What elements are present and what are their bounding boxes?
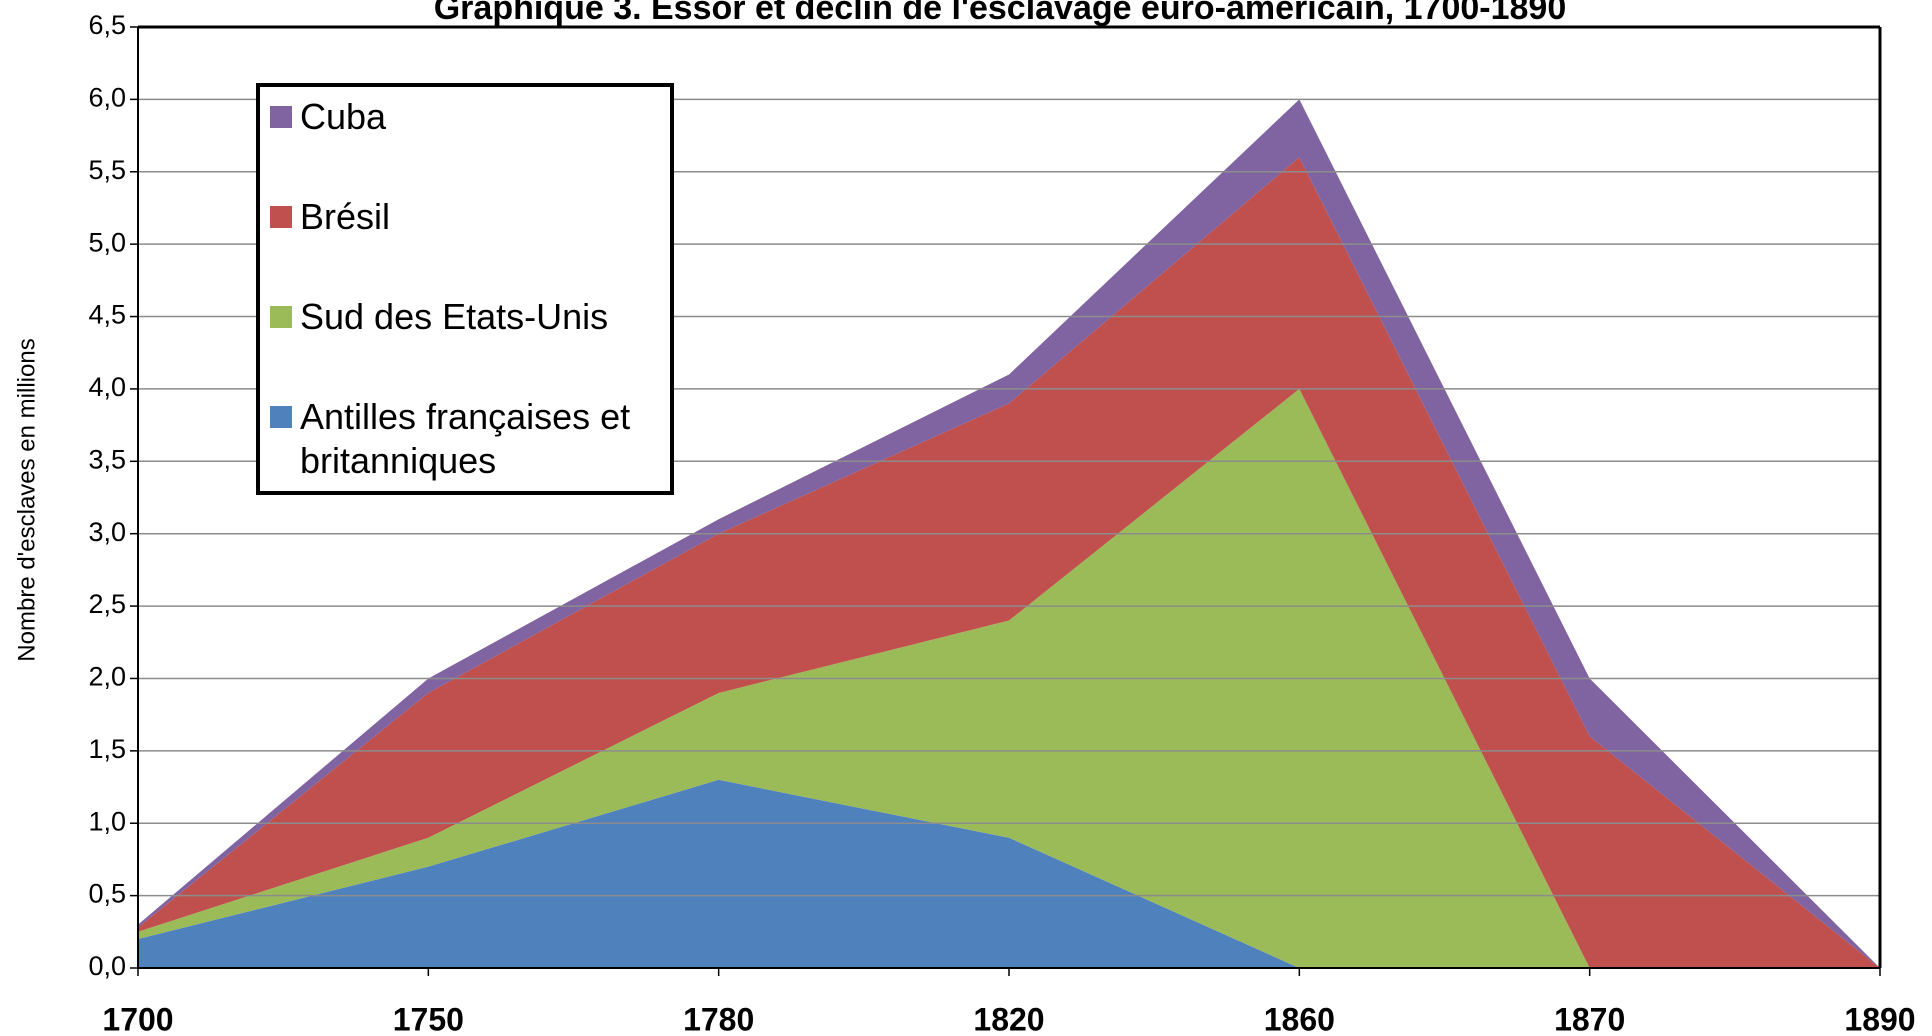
legend-entry: Brésil	[270, 195, 660, 239]
y-tick-label: 3,0	[88, 517, 126, 547]
chart-title: Graphique 3. Essor et déclin de l'esclav…	[434, 0, 1567, 27]
legend-entry: Cuba	[270, 95, 660, 139]
x-tick-label: 1890	[1844, 1001, 1915, 1036]
y-tick-label: 3,5	[88, 444, 126, 474]
x-tick-label: 1870	[1554, 1001, 1625, 1036]
legend-label: Cuba	[300, 96, 387, 137]
x-tick-label: 1750	[393, 1001, 464, 1036]
y-tick-label: 6,5	[88, 10, 126, 40]
legend-swatch	[270, 206, 292, 228]
y-tick-label: 4,0	[88, 372, 126, 402]
y-tick-label: 2,0	[88, 662, 126, 692]
y-tick-label: 0,5	[88, 879, 126, 909]
legend-entry: Antilles françaises et britanniques	[270, 395, 660, 483]
y-tick-label: 5,0	[88, 227, 126, 257]
x-tick-label: 1860	[1264, 1001, 1335, 1036]
x-tick-label: 1820	[973, 1001, 1044, 1036]
y-tick-label: 1,0	[88, 806, 126, 836]
legend: Cuba Brésil Sud des Etats-Unis Antilles fra…	[256, 83, 674, 495]
legend-entry: Sud des Etats-Unis	[270, 295, 660, 339]
x-tick-label: 1700	[102, 1001, 173, 1036]
legend-label: Antilles françaises et britanniques	[300, 396, 631, 481]
y-tick-label: 4,5	[88, 300, 126, 330]
legend-swatch	[270, 406, 292, 428]
x-tick-label: 1780	[683, 1001, 754, 1036]
area	[138, 157, 1880, 969]
y-tick-label: 2,5	[88, 589, 126, 619]
legend-swatch	[270, 306, 292, 328]
y-tick-label: 6,0	[88, 83, 126, 113]
y-axis-label: Nombre d'esclaves en millions	[13, 338, 40, 661]
y-tick-label: 1,5	[88, 734, 126, 764]
area	[138, 779, 1880, 968]
legend-label: Brésil	[300, 196, 391, 237]
legend-swatch	[270, 106, 292, 128]
y-tick-label: 0,0	[88, 951, 126, 981]
legend-label: Sud des Etats-Unis	[300, 296, 609, 337]
y-tick-label: 5,5	[88, 155, 126, 185]
